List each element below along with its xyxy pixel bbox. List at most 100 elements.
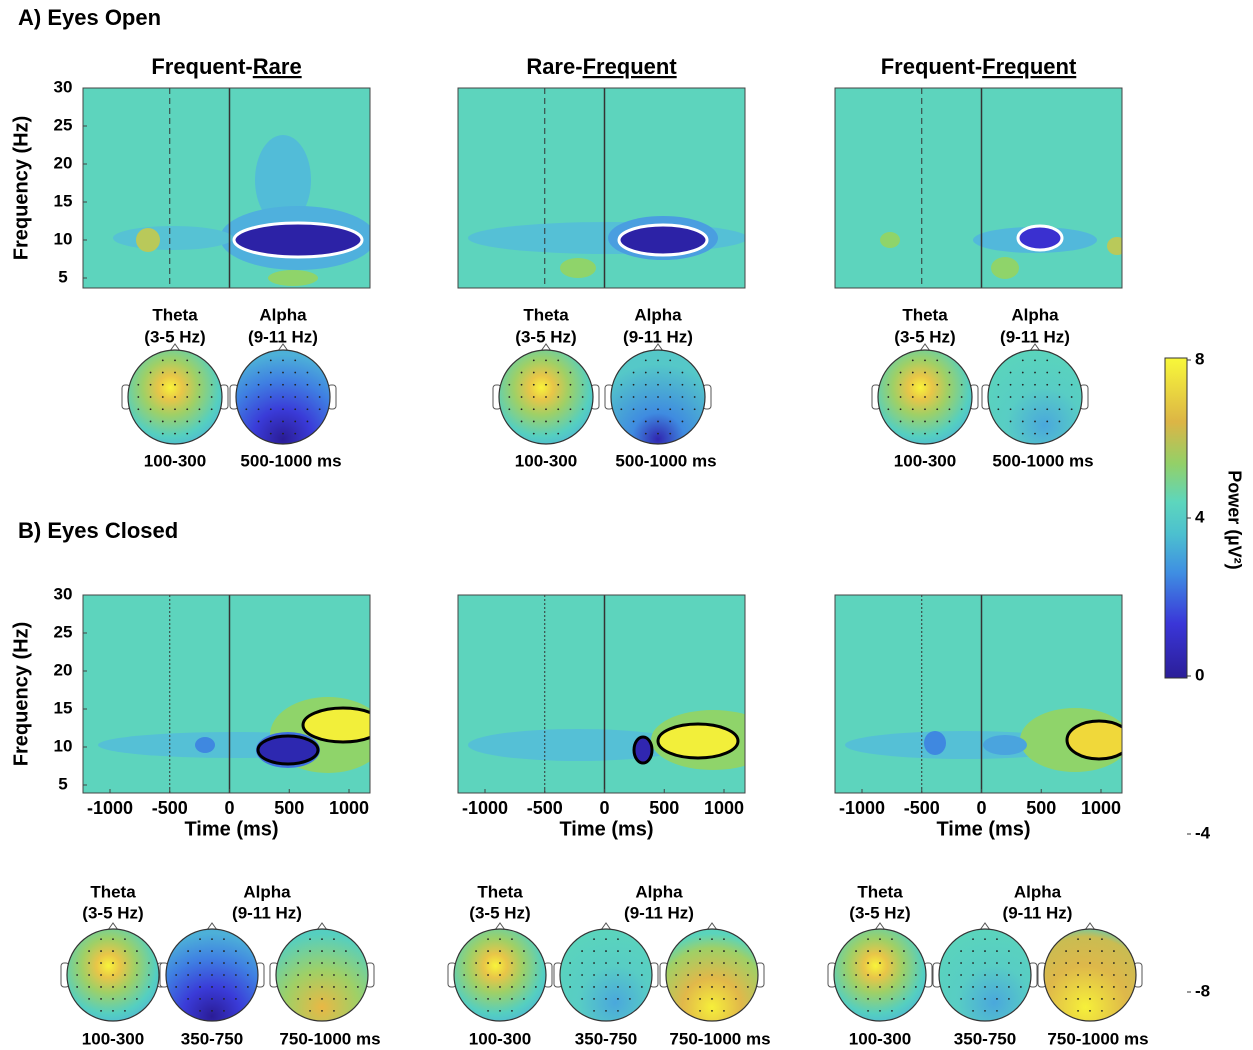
electrode — [124, 962, 126, 964]
electrode — [149, 396, 152, 398]
electrode — [523, 962, 525, 964]
electrode — [306, 396, 309, 398]
electrode — [487, 938, 489, 941]
time-window: 350-750 — [575, 1029, 637, 1048]
electrode — [520, 420, 523, 423]
electrode — [1046, 359, 1049, 362]
power-blob — [113, 226, 233, 250]
electrode — [644, 420, 647, 423]
electrode — [257, 396, 260, 398]
electrode — [936, 359, 939, 362]
electrode — [321, 962, 323, 964]
electrode — [699, 938, 701, 941]
electrode — [223, 962, 225, 964]
nose — [316, 922, 328, 931]
electrode — [605, 938, 607, 941]
power-blob — [924, 731, 946, 755]
y-tick-label: 30 — [54, 584, 73, 603]
x-tick-label: 1000 — [329, 798, 369, 818]
electrode — [593, 962, 595, 964]
electrode — [644, 432, 647, 435]
electrode — [186, 432, 189, 435]
band-range: (9-11 Hz) — [1000, 327, 1070, 346]
colorbar-tick-label: -8 — [1195, 981, 1210, 1000]
topomap — [871, 343, 979, 445]
electrode — [557, 432, 560, 435]
electrode — [186, 359, 189, 362]
electrode — [960, 396, 963, 398]
electrode — [569, 371, 572, 374]
electrode — [644, 371, 647, 374]
electrode — [569, 420, 572, 423]
spectrogram-blobs — [845, 708, 1122, 772]
electrode — [1101, 962, 1103, 964]
electrode — [1077, 938, 1079, 941]
title-text: Frequent- — [881, 54, 982, 79]
electrode — [557, 359, 560, 362]
electrode — [746, 962, 749, 964]
electrode — [996, 938, 998, 941]
electrode — [100, 986, 102, 988]
electrode — [984, 950, 986, 952]
electrode — [269, 420, 272, 423]
electrode — [186, 420, 189, 423]
electrode — [333, 938, 335, 941]
electrode — [210, 396, 213, 398]
electrode — [499, 974, 501, 976]
electrode — [321, 986, 323, 988]
electrode — [936, 371, 939, 374]
electrode — [187, 974, 189, 976]
electrode — [867, 962, 869, 964]
spectrogram-blobs — [880, 224, 1122, 279]
electrode — [887, 408, 890, 411]
electrode — [1058, 396, 1061, 398]
electrode — [100, 998, 102, 1000]
electrode — [282, 396, 284, 398]
electrode — [136, 950, 138, 952]
electrode — [948, 974, 951, 976]
electrode — [246, 986, 249, 988]
electrode — [620, 408, 623, 411]
electrode — [984, 962, 986, 964]
electrode — [297, 998, 299, 1000]
electrode — [174, 420, 176, 423]
electrode — [294, 432, 297, 435]
electrode — [681, 420, 684, 423]
electrode — [879, 974, 881, 976]
electrode — [210, 383, 213, 386]
electrode — [899, 383, 902, 386]
topomap — [604, 343, 712, 445]
electrode — [269, 432, 272, 435]
electrode — [581, 998, 583, 1000]
electrode — [246, 974, 249, 976]
electrode — [693, 383, 696, 386]
band-name: Alpha — [634, 305, 682, 324]
electrode — [1008, 998, 1010, 1000]
electrode — [1009, 396, 1012, 398]
electrode — [318, 408, 321, 411]
electrode — [257, 408, 260, 411]
electrode — [199, 998, 201, 1000]
electrode — [112, 998, 114, 1000]
electrode — [487, 974, 489, 976]
electrode — [161, 420, 164, 423]
electrode — [245, 396, 248, 398]
power-blob — [232, 221, 364, 259]
electrode — [675, 962, 678, 964]
electrode — [309, 1009, 311, 1012]
electrode — [911, 359, 914, 362]
power-blob — [1065, 719, 1122, 761]
electrode — [76, 986, 79, 988]
electrode — [175, 974, 178, 976]
electrode — [223, 986, 225, 988]
electrode — [617, 974, 619, 976]
frame — [457, 87, 746, 289]
electrode — [1065, 962, 1067, 964]
electrode — [137, 408, 140, 411]
y-axis-label: Frequency (Hz) — [10, 116, 32, 260]
electrode — [855, 950, 857, 952]
electrode — [948, 962, 951, 964]
electrode — [282, 420, 284, 423]
electrode — [1021, 383, 1024, 386]
electrode — [972, 938, 974, 941]
